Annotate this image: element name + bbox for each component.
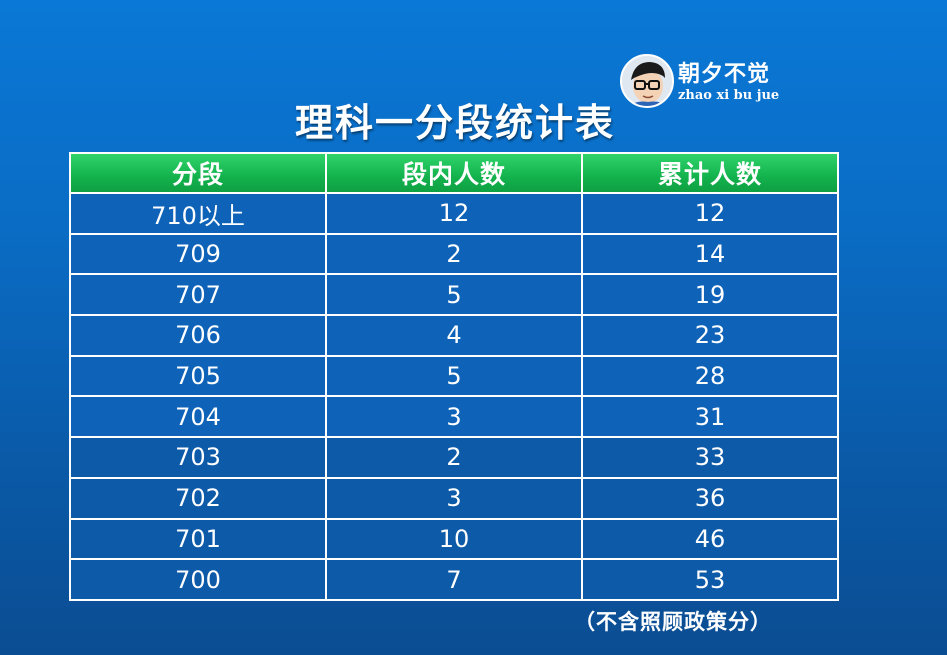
cell-cumulative-count: 28 — [581, 354, 839, 398]
cell-cumulative-count: 31 — [581, 395, 839, 439]
score-distribution-table: 分段 段内人数 累计人数 710以上 12 12 709 2 14 707 5 … — [69, 152, 839, 601]
table-row: 709 2 14 — [69, 232, 839, 276]
cell-cumulative-count: 12 — [581, 192, 839, 235]
cell-score-band: 704 — [69, 395, 327, 439]
cell-score-band: 710以上 — [69, 192, 327, 235]
table-row: 702 3 36 — [69, 476, 839, 520]
table-row: 700 7 53 — [69, 558, 839, 601]
page-title: 理科一分段统计表 — [294, 100, 615, 145]
cell-band-count: 5 — [325, 354, 583, 398]
cell-score-band: 706 — [69, 314, 327, 357]
table-row: 701 10 46 — [69, 517, 839, 561]
cell-cumulative-count: 46 — [581, 517, 839, 561]
cell-score-band: 700 — [69, 558, 327, 601]
cell-cumulative-count: 36 — [581, 476, 839, 520]
cell-score-band: 705 — [69, 354, 327, 398]
table-row: 710以上 12 12 — [69, 192, 839, 235]
cell-score-band: 703 — [69, 436, 327, 479]
table-row: 704 3 31 — [69, 395, 839, 439]
column-header-band-count: 段内人数 — [325, 152, 583, 194]
cell-band-count: 5 — [325, 273, 583, 317]
cell-score-band: 702 — [69, 476, 327, 520]
table-row: 707 5 19 — [69, 273, 839, 317]
footnote: （不含照顾政策分） — [574, 610, 772, 634]
column-header-score-band: 分段 — [69, 152, 327, 194]
cell-band-count: 3 — [325, 395, 583, 439]
table-header-row: 分段 段内人数 累计人数 — [69, 152, 839, 194]
brand-pinyin: zhao xi bu jue — [678, 88, 780, 103]
cell-cumulative-count: 19 — [581, 273, 839, 317]
cell-band-count: 2 — [325, 232, 583, 276]
cell-score-band: 701 — [69, 517, 327, 561]
table-row: 703 2 33 — [69, 436, 839, 479]
column-header-cumulative-count: 累计人数 — [581, 152, 839, 194]
cell-cumulative-count: 33 — [581, 436, 839, 479]
cell-band-count: 10 — [325, 517, 583, 561]
cell-band-count: 7 — [325, 558, 583, 601]
cell-band-count: 4 — [325, 314, 583, 357]
cell-band-count: 2 — [325, 436, 583, 479]
avatar-icon — [620, 54, 674, 108]
cell-band-count: 12 — [325, 192, 583, 235]
cell-score-band: 709 — [69, 232, 327, 276]
brand-logo: 朝夕不觉 zhao xi bu jue — [620, 54, 800, 112]
cell-cumulative-count: 23 — [581, 314, 839, 357]
cell-band-count: 3 — [325, 476, 583, 520]
cell-cumulative-count: 14 — [581, 232, 839, 276]
table-row: 705 5 28 — [69, 354, 839, 398]
brand-name: 朝夕不觉 — [678, 61, 771, 87]
cell-cumulative-count: 53 — [581, 558, 839, 601]
cell-score-band: 707 — [69, 273, 327, 317]
table-row: 706 4 23 — [69, 314, 839, 357]
